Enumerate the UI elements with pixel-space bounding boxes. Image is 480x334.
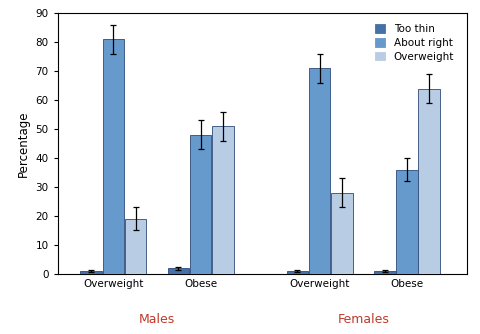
Bar [190,135,211,274]
Bar [418,89,439,274]
Bar [373,271,395,274]
Bar [308,68,330,274]
Bar [212,126,233,274]
Bar [80,271,102,274]
Bar [167,268,189,274]
Bar [330,193,352,274]
Text: Males: Males [139,313,175,326]
Legend: Too thin, About right, Overweight: Too thin, About right, Overweight [371,21,456,65]
Y-axis label: Percentage: Percentage [17,110,30,177]
Bar [396,170,417,274]
Bar [102,39,124,274]
Bar [286,271,308,274]
Text: Females: Females [337,313,388,326]
Bar [124,219,146,274]
